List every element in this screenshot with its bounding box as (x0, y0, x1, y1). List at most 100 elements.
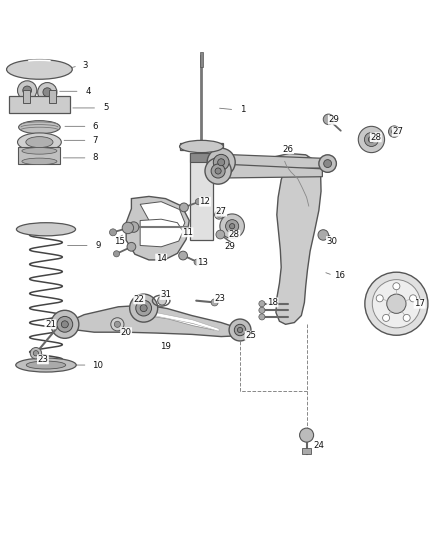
Circle shape (207, 148, 235, 176)
Bar (49, 91, 56, 103)
Text: 13: 13 (197, 257, 208, 266)
Circle shape (389, 126, 400, 138)
Circle shape (324, 159, 332, 167)
Ellipse shape (26, 361, 66, 369)
Text: 24: 24 (313, 441, 325, 450)
Text: 28: 28 (370, 133, 381, 142)
Circle shape (30, 348, 42, 359)
Circle shape (38, 83, 57, 102)
Text: 28: 28 (229, 230, 240, 239)
Text: 16: 16 (334, 271, 345, 280)
Circle shape (180, 203, 188, 212)
Bar (18, 147, 60, 164)
Circle shape (216, 230, 225, 239)
Text: 27: 27 (215, 207, 227, 216)
Ellipse shape (22, 158, 57, 165)
Circle shape (368, 136, 374, 142)
Bar (9, 96, 70, 113)
Circle shape (61, 321, 68, 328)
Circle shape (323, 114, 334, 125)
Text: 7: 7 (93, 136, 98, 145)
Bar (23, 91, 30, 103)
Text: 5: 5 (103, 103, 109, 112)
Polygon shape (220, 164, 322, 178)
Ellipse shape (18, 133, 61, 151)
Bar (302, 448, 311, 454)
Bar (180, 142, 223, 150)
Circle shape (128, 222, 139, 232)
Bar (190, 152, 213, 240)
Circle shape (51, 310, 79, 338)
Circle shape (218, 159, 225, 166)
Ellipse shape (7, 60, 72, 79)
Text: 23: 23 (37, 355, 49, 364)
Circle shape (211, 164, 225, 178)
Ellipse shape (22, 148, 57, 154)
Circle shape (319, 155, 336, 172)
Circle shape (122, 222, 134, 233)
Text: 20: 20 (120, 328, 132, 337)
Circle shape (127, 243, 136, 251)
Ellipse shape (180, 140, 223, 152)
Polygon shape (126, 197, 189, 260)
Text: 27: 27 (392, 127, 403, 136)
Circle shape (230, 223, 235, 229)
Circle shape (358, 126, 385, 152)
Circle shape (376, 295, 383, 302)
Polygon shape (65, 305, 240, 336)
Text: 22: 22 (134, 295, 145, 304)
Text: 8: 8 (93, 154, 98, 163)
Polygon shape (223, 155, 323, 170)
Circle shape (237, 327, 243, 333)
Polygon shape (274, 154, 321, 324)
Circle shape (403, 314, 410, 321)
Circle shape (111, 318, 124, 331)
Ellipse shape (18, 120, 60, 134)
Circle shape (364, 133, 378, 147)
Circle shape (259, 301, 265, 307)
Bar (200, 52, 203, 67)
Circle shape (130, 294, 158, 322)
Circle shape (23, 86, 32, 95)
Circle shape (110, 229, 117, 236)
Circle shape (259, 307, 265, 313)
Text: 6: 6 (93, 122, 98, 131)
Circle shape (393, 282, 400, 290)
Circle shape (195, 199, 201, 205)
Circle shape (158, 296, 166, 305)
Circle shape (215, 168, 221, 174)
Circle shape (33, 351, 39, 356)
Circle shape (365, 272, 428, 335)
Circle shape (259, 314, 265, 320)
Circle shape (205, 158, 231, 184)
Circle shape (226, 220, 239, 233)
Polygon shape (140, 219, 183, 247)
Circle shape (114, 321, 120, 327)
Text: 31: 31 (160, 290, 171, 300)
Circle shape (372, 280, 420, 328)
Text: 18: 18 (267, 298, 278, 307)
Circle shape (57, 317, 73, 332)
Polygon shape (145, 310, 219, 332)
Text: 15: 15 (113, 237, 125, 246)
Ellipse shape (16, 223, 75, 236)
Circle shape (18, 81, 37, 100)
Circle shape (318, 230, 328, 240)
Text: 11: 11 (182, 228, 193, 237)
Text: 26: 26 (283, 144, 294, 154)
Text: 14: 14 (155, 254, 167, 263)
Text: 19: 19 (160, 342, 171, 351)
Circle shape (211, 299, 218, 306)
Text: 30: 30 (326, 237, 338, 246)
Circle shape (382, 314, 389, 321)
Text: 23: 23 (214, 294, 226, 303)
Circle shape (220, 214, 244, 238)
Text: 10: 10 (92, 360, 103, 369)
Circle shape (234, 324, 246, 336)
Circle shape (215, 211, 223, 219)
Circle shape (300, 428, 314, 442)
Ellipse shape (16, 358, 76, 372)
Circle shape (392, 129, 397, 134)
Circle shape (229, 319, 251, 341)
Text: 29: 29 (328, 115, 339, 124)
